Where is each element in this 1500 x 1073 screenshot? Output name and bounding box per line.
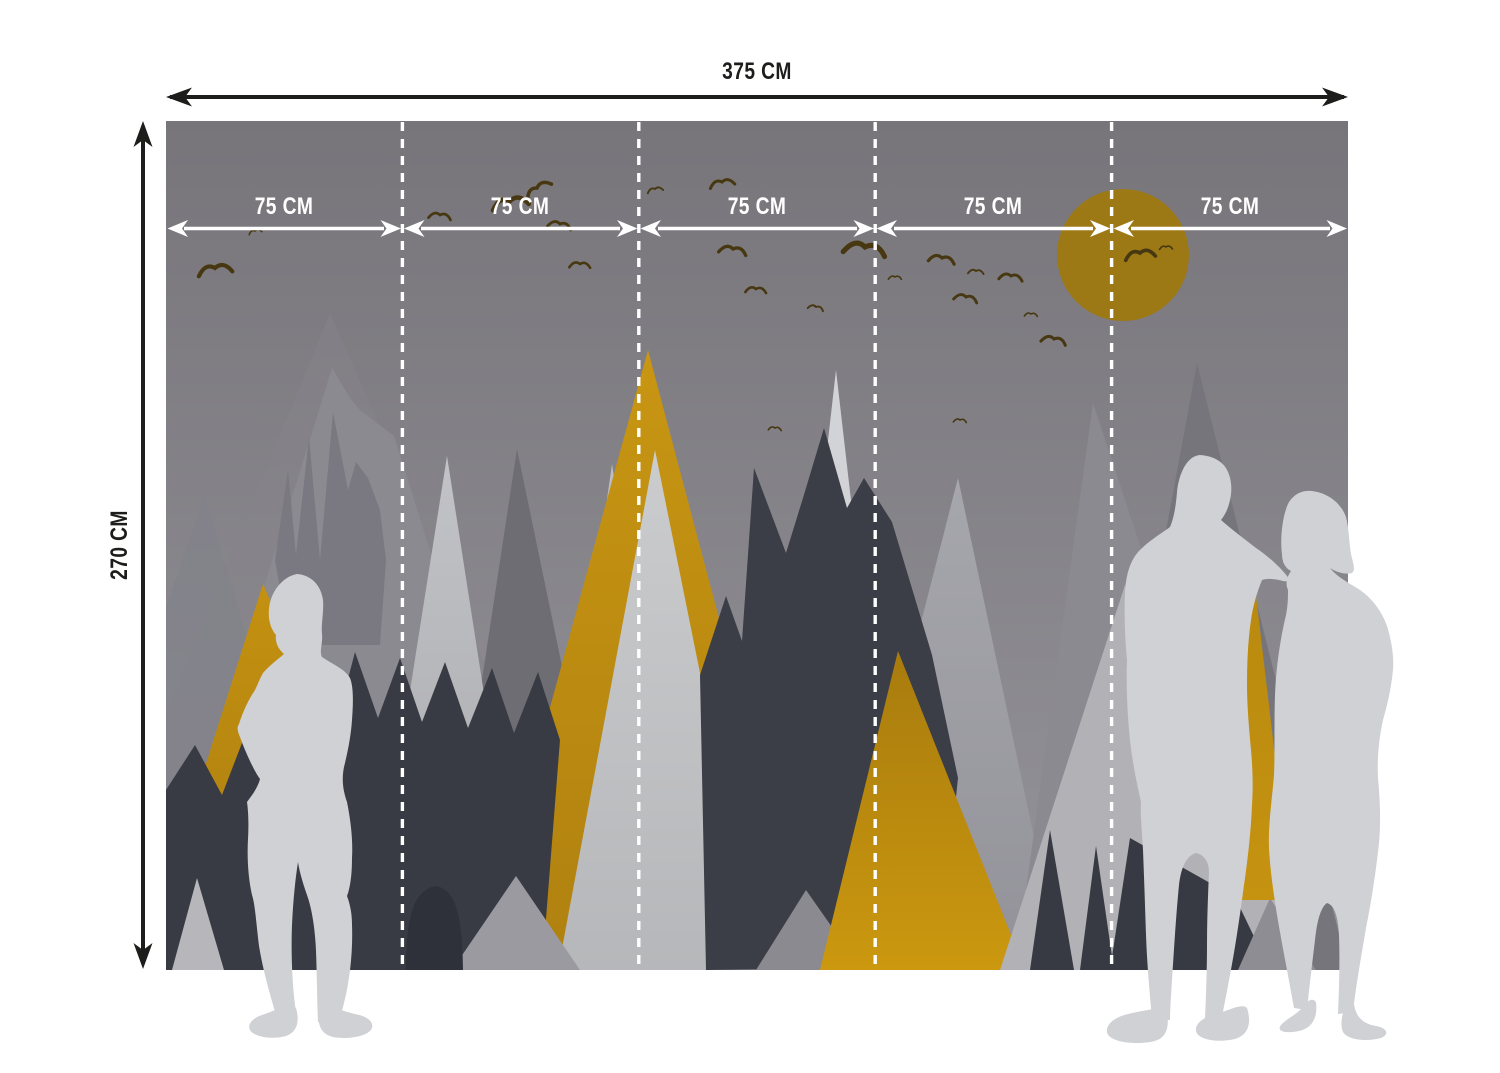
panel-width-label: 75 CM — [1200, 193, 1260, 220]
panel-width-label: 75 CM — [727, 193, 787, 220]
panel-width-label: 75 CM — [963, 193, 1023, 220]
height-dimension-label: 270 CM — [106, 510, 133, 580]
boy-silhouette — [237, 574, 373, 1038]
height-dimension-arrow — [133, 121, 153, 969]
arrowhead-up-icon — [133, 121, 153, 147]
panel-width-label: 75 CM — [254, 193, 314, 220]
boy-shoe-right — [318, 1006, 373, 1038]
width-dimension-arrow — [166, 87, 1348, 107]
mountain-navy-bit-2 — [1080, 846, 1114, 970]
mountain-navy-bit-1 — [1030, 830, 1074, 970]
scale-figures — [237, 455, 1394, 1043]
panel-dividers — [400, 122, 1114, 969]
mural-artwork — [166, 121, 1348, 970]
man-shoe-left — [1106, 1009, 1168, 1043]
man-shoe-right — [1195, 1006, 1250, 1041]
woman-silhouette — [1268, 490, 1394, 1040]
panel-width-arrowheads — [167, 220, 1347, 237]
sun-icon — [1057, 189, 1189, 321]
woman-shoe-back — [1341, 1000, 1387, 1040]
arrowhead-left-icon — [166, 87, 192, 107]
panel-width-label: 75 CM — [490, 193, 550, 220]
arrowhead-down-icon — [133, 943, 153, 969]
man-silhouette — [1106, 455, 1289, 1043]
arrowhead-right-icon — [1322, 87, 1348, 107]
width-dimension-label: 375 CM — [722, 58, 792, 85]
woman-shoe-front — [1279, 999, 1317, 1033]
boy-shoe-left — [249, 1006, 298, 1038]
mountain-grey-wedge — [452, 876, 580, 970]
mountain-silver-tooth-corner — [172, 878, 224, 970]
mountain-gold-right — [820, 651, 1025, 970]
boy-shadow — [406, 886, 463, 970]
